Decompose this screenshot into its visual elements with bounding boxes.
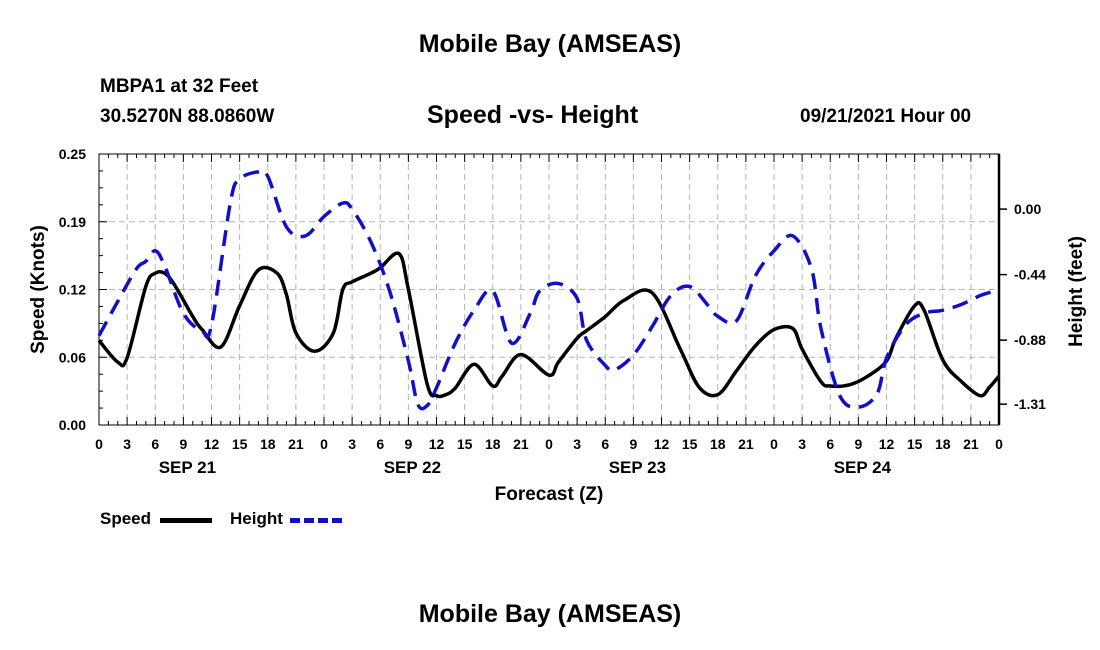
x-tick-label: 18: [260, 436, 276, 452]
series-line-height: [97, 168, 1000, 411]
x-axis-title: Forecast (Z): [495, 484, 604, 505]
forecast-datetime: 09/21/2021 Hour 00: [800, 106, 972, 127]
x-tick-label: 9: [854, 436, 862, 452]
y2-tick-label: 0.00: [1014, 201, 1041, 217]
date-label: SEP 23: [609, 458, 666, 477]
x-tick-label: 15: [907, 436, 923, 452]
x-tick-label: 12: [204, 436, 220, 452]
x-tick-label: 0: [320, 436, 328, 452]
x-tick-label: 0: [995, 436, 1003, 452]
coordinates-label: 30.5270N 88.0860W: [100, 106, 275, 127]
y-axis-title: Speed (Knots): [28, 225, 49, 354]
legend-height-label: Height: [230, 509, 283, 528]
x-tick-label: 21: [963, 436, 979, 452]
y2-tick-label: -0.88: [1014, 332, 1046, 348]
x-tick-label: 0: [95, 436, 103, 452]
x-tick-label: 9: [179, 436, 187, 452]
y-tick-label: 0.19: [59, 214, 86, 230]
date-label: SEP 22: [384, 458, 441, 477]
page-title: Mobile Bay (AMSEAS): [418, 30, 682, 58]
x-tick-label: 21: [288, 436, 304, 452]
x-tick-label: 6: [151, 436, 159, 452]
chart-title: Speed -vs- Height: [427, 101, 639, 129]
x-tick-label: 21: [513, 436, 529, 452]
y-tick-label: 0.00: [59, 417, 86, 433]
x-tick-label: 3: [123, 436, 131, 452]
x-tick-label: 15: [232, 436, 248, 452]
x-tick-label: 9: [629, 436, 637, 452]
x-tick-label: 18: [485, 436, 501, 452]
y2-axis-title: Height (feet): [1066, 236, 1087, 347]
x-tick-label: 12: [654, 436, 670, 452]
y-tick-label: 0.12: [59, 282, 86, 298]
x-tick-label: 18: [935, 436, 951, 452]
x-tick-label: 6: [826, 436, 834, 452]
y2-tick-label: -0.44: [1014, 267, 1046, 283]
x-tick-label: 15: [457, 436, 473, 452]
x-tick-label: 12: [429, 436, 445, 452]
x-tick-label: 3: [798, 436, 806, 452]
x-tick-label: 21: [738, 436, 754, 452]
y-tick-label: 0.06: [59, 349, 86, 365]
date-label: SEP 21: [159, 458, 216, 477]
x-tick-label: 3: [348, 436, 356, 452]
date-label: SEP 24: [834, 458, 892, 477]
x-tick-label: 6: [601, 436, 609, 452]
y2-tick-label: -1.31: [1014, 396, 1046, 412]
series-line-speed: [97, 251, 1001, 399]
y-tick-label: 0.25: [59, 146, 86, 162]
x-tick-label: 0: [770, 436, 778, 452]
x-tick-label: 12: [879, 436, 895, 452]
x-tick-label: 3: [573, 436, 581, 452]
x-tick-label: 6: [376, 436, 384, 452]
legend-height-swatch: [290, 518, 342, 523]
x-tick-label: 15: [682, 436, 698, 452]
legend-speed-label: Speed: [100, 509, 152, 528]
footer-title: Mobile Bay (AMSEAS): [418, 600, 682, 628]
x-tick-label: 9: [404, 436, 412, 452]
legend-speed-swatch: [160, 518, 212, 523]
station-label: MBPA1 at 32 Feet: [100, 76, 259, 97]
x-tick-label: 0: [545, 436, 553, 452]
x-tick-label: 18: [710, 436, 726, 452]
